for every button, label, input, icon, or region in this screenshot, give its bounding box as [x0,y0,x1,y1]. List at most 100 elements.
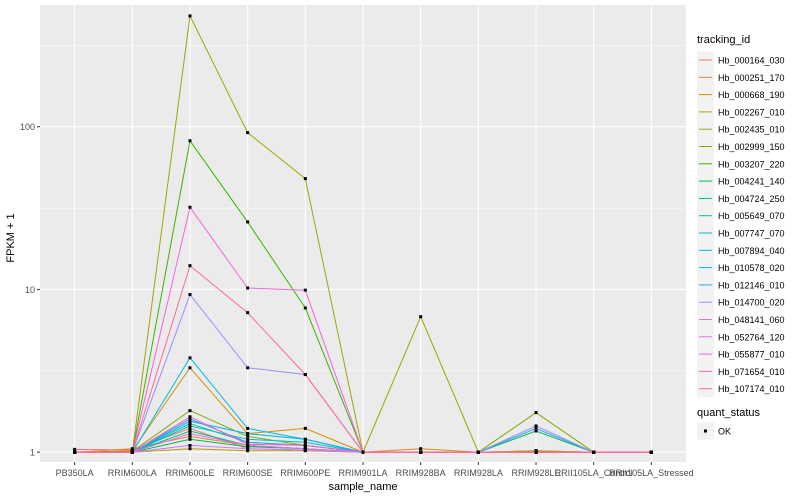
legend-label: Hb_107174_010 [718,384,785,394]
data-point [246,432,250,436]
data-point [188,443,192,447]
data-point [73,447,77,451]
color-legend: tracking_id Hb_000164_030 Hb_000251_170 Hb… [697,34,785,398]
data-point [534,411,538,415]
data-point [188,366,192,370]
legend-title: tracking_id [697,34,750,46]
data-point [246,440,250,444]
data-point [303,426,307,430]
data-point [188,205,192,209]
data-point [303,443,307,447]
data-points [73,14,653,454]
data-point [188,447,192,451]
legend-label: Hb_000164_030 [718,56,785,66]
x-tick-label: RRIM600PE [280,468,330,478]
legend-label: Hb_012146_010 [718,280,785,290]
legend-label: Hb_048141_060 [718,315,785,325]
data-point [419,315,423,319]
legend-label: Hb_002435_010 [718,125,785,135]
data-point [592,450,596,454]
legend-label: Hb_000668_190 [718,90,785,100]
data-point [303,447,307,451]
data-point [246,437,250,441]
legend-label: OK [718,427,731,437]
major-grid [40,5,686,462]
data-point [188,437,192,441]
legend-label: Hb_000251_170 [718,73,785,83]
data-point [188,419,192,423]
x-tick-label: RRIM600SE [223,468,273,478]
x-tick-label: RRIM901LA [338,468,387,478]
data-point [246,220,250,224]
data-point [130,450,134,454]
data-point [534,426,538,430]
data-point [188,434,192,438]
y-axis: 1 10 100 [20,122,40,458]
data-point [534,424,538,428]
x-axis-title: sample_name [328,481,397,493]
shape-legend-title: quant_status [697,407,760,419]
data-point [188,422,192,426]
data-point [534,450,538,454]
data-point [303,306,307,310]
legend-label: Hb_005649_070 [718,211,785,221]
legend-label: Hb_052764_120 [718,332,785,342]
x-axis: PB350LA RRIM600LA RRIM600LE RRIM600SE RRIM60… [56,462,694,478]
y-tick-label: 1 [30,448,35,458]
data-point [188,264,192,268]
legend-label: Hb_004241_140 [718,177,785,187]
data-point [303,440,307,444]
data-point [188,426,192,430]
data-point [303,373,307,377]
data-point [361,450,365,454]
data-point [188,14,192,18]
legend-label: Hb_055877_010 [718,350,785,360]
legend-label: Hb_007747_070 [718,229,785,239]
legend-label: Hb_071654_010 [718,367,785,377]
shape-legend: quant_status OK [697,407,760,440]
data-point [246,131,250,135]
data-point [246,434,250,438]
legend-label: Hb_002999_150 [718,142,785,152]
x-tick-label: PB350LA [56,468,94,478]
data-point [303,437,307,441]
data-point [246,366,250,370]
data-point [73,450,77,454]
data-point [246,426,250,430]
legend-label: Hb_003207_220 [718,159,785,169]
y-tick-label: 10 [25,285,35,295]
x-tick-label: RRIM600LA [108,468,157,478]
data-point [188,424,192,428]
data-point [246,449,250,453]
data-point [419,447,423,451]
data-point [188,417,192,421]
data-point [303,177,307,181]
x-tick-label: RRII105LA_Control [555,468,633,478]
legend-label: Hb_014700_020 [718,298,785,308]
legend-label: Hb_007894_040 [718,246,785,256]
data-point [188,429,192,433]
legend-point-swatch [704,429,707,433]
data-point [188,409,192,413]
legend-label: Hb_002267_010 [718,107,785,117]
data-point [188,356,192,360]
legend-label: Hb_004724_250 [718,194,785,204]
data-point [188,432,192,436]
data-point [188,415,192,419]
data-point [476,450,480,454]
data-point [188,293,192,297]
data-point [246,286,250,290]
data-point [534,429,538,433]
data-point [649,450,653,454]
y-tick-label: 100 [20,122,35,132]
x-tick-label: RRIM928BA [396,468,446,478]
legend-label: Hb_010578_020 [718,263,785,273]
data-point [246,311,250,315]
data-point [246,442,250,446]
x-tick-label: RRIM928LE [512,468,561,478]
x-tick-label: RRII105LA_Stressed [609,468,694,478]
y-axis-title: FPKM + 1 [5,213,17,262]
data-point [188,139,192,143]
x-tick-label: RRIM600LE [165,468,214,478]
